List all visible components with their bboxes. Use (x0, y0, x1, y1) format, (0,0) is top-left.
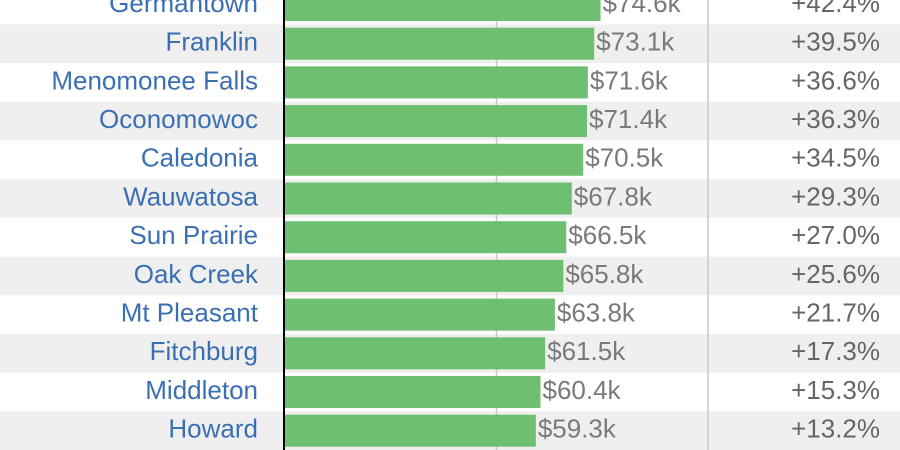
value-label: $71.6k (590, 65, 669, 95)
bar (285, 337, 546, 370)
bar (285, 66, 588, 99)
change-label: +36.3% (791, 104, 880, 134)
bar (285, 105, 588, 138)
value-label: $67.8k (574, 181, 653, 211)
change-label: +13.2% (791, 414, 880, 444)
bar (285, 182, 572, 215)
value-label: $74.6k (603, 0, 682, 18)
category-label: Middleton (145, 375, 258, 405)
change-label: +42.4% (791, 0, 880, 18)
change-label: +17.3% (791, 336, 880, 366)
change-label: +39.5% (791, 27, 880, 57)
change-label: +25.6% (791, 259, 880, 289)
category-label: Howard (168, 414, 258, 444)
value-label: $70.5k (585, 143, 664, 173)
category-label: Wauwatosa (123, 181, 258, 211)
category-label: Caledonia (141, 143, 259, 173)
bar (285, 376, 541, 408)
change-label: +34.5% (791, 143, 880, 173)
value-label: $71.4k (589, 104, 668, 134)
change-label: +29.3% (791, 181, 880, 211)
value-label: $65.8k (565, 259, 644, 289)
bar (285, 221, 567, 254)
category-label: Fitchburg (150, 336, 258, 366)
bar (285, 298, 555, 331)
value-label: $61.5k (547, 336, 626, 366)
change-label: +21.7% (791, 297, 880, 327)
category-label: Germantown (109, 0, 258, 18)
category-label: Oak Creek (134, 259, 259, 289)
change-label: +36.6% (791, 65, 880, 95)
bar (285, 0, 601, 21)
category-label: Sun Prairie (129, 220, 258, 250)
value-label: $60.4k (542, 375, 621, 405)
change-label: +27.0% (791, 220, 880, 250)
bar (285, 259, 564, 292)
category-label: Oconomowoc (99, 104, 258, 134)
value-label: $66.5k (568, 220, 647, 250)
value-label: $73.1k (596, 27, 675, 57)
category-label: Franklin (166, 27, 258, 57)
bar (285, 27, 595, 60)
change-label: +15.3% (791, 375, 880, 405)
value-label: $59.3k (538, 414, 617, 444)
value-label: $63.8k (557, 297, 636, 327)
category-label: Menomonee Falls (51, 65, 258, 95)
bar (285, 143, 584, 176)
bar (285, 414, 536, 447)
category-label: Mt Pleasant (121, 297, 259, 327)
